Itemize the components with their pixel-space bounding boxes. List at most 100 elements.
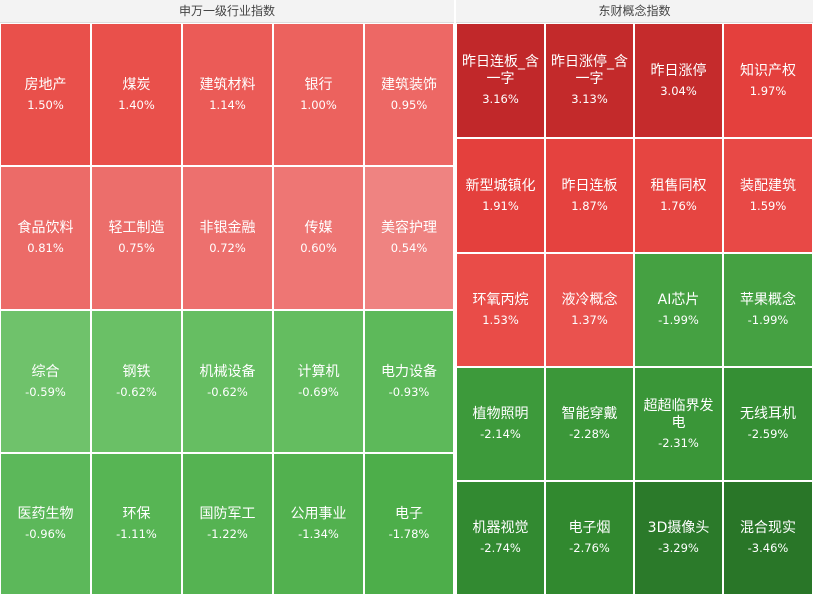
treemap-tile[interactable]: 超超临界发电 -2.31%	[634, 367, 723, 481]
treemap-tile[interactable]: 建筑装饰 0.95%	[364, 23, 454, 166]
treemap-tile[interactable]: 昨日连板_含一字 3.16%	[456, 23, 545, 138]
tile-change-percent: 1.37%	[571, 313, 608, 327]
treemap-tile[interactable]: 昨日涨停_含一字 3.13%	[545, 23, 634, 138]
treemap-tile[interactable]: 美容护理 0.54%	[364, 166, 454, 310]
tile-name: 房地产	[24, 76, 67, 93]
treemap-tile[interactable]: 植物照明 -2.14%	[456, 367, 545, 481]
tile-name: 传媒	[304, 220, 333, 236]
tile-change-percent: -3.46%	[747, 541, 789, 555]
tile-change-percent: -0.93%	[388, 384, 430, 399]
tile-name: 超超临界发电	[643, 397, 714, 431]
tile-change-percent: 3.16%	[482, 92, 519, 106]
tile-change-percent: -0.96%	[25, 527, 66, 541]
tile-name: 昨日涨停	[650, 62, 707, 79]
treemap-tile[interactable]: 医药生物 -0.96%	[0, 453, 91, 595]
tile-name: 国防军工	[199, 506, 256, 522]
tile-name: 机械设备	[199, 363, 256, 380]
tile-change-percent: 0.60%	[300, 241, 337, 255]
treemap-tile[interactable]: 苹果概念 -1.99%	[723, 253, 813, 367]
tile-name: 电力设备	[381, 363, 437, 380]
treemap-tile[interactable]: 环氧丙烷 1.53%	[456, 253, 545, 367]
tile-name: 综合	[31, 363, 60, 380]
tile-name: 环氧丙烷	[472, 292, 529, 308]
treemap-tile[interactable]: 混合现实 -3.46%	[723, 481, 813, 595]
treemap-tile[interactable]: 电力设备 -0.93%	[364, 310, 454, 453]
tile-name: 植物照明	[472, 406, 529, 422]
em-concept-treemap-panel: 东财概念指数 昨日连板_含一字 3.16% 昨日涨停_含一字 3.13% 昨日涨停 3.0…	[456, 0, 813, 595]
treemap-tile[interactable]: 钢铁 -0.62%	[91, 310, 182, 453]
tile-name: 食品饮料	[17, 220, 74, 236]
treemap-tile[interactable]: 计算机 -0.69%	[273, 310, 364, 453]
tile-name: 煤炭	[122, 76, 151, 93]
tile-change-percent: -2.31%	[658, 435, 699, 450]
tile-name: 建筑装饰	[381, 76, 437, 93]
treemap-tile[interactable]: 租售同权 1.76%	[634, 138, 723, 253]
tile-name: 昨日涨停_含一字	[551, 54, 628, 87]
tile-name: 苹果概念	[740, 292, 796, 308]
tile-name: 昨日连板	[561, 177, 618, 194]
treemap-tile[interactable]: 新型城镇化 1.91%	[456, 138, 545, 253]
tile-change-percent: 1.97%	[749, 83, 787, 98]
treemap-tile[interactable]: 食品饮料 0.81%	[0, 166, 91, 310]
tile-change-percent: 1.76%	[660, 198, 697, 213]
tile-name: 美容护理	[381, 220, 437, 236]
treemap-tile[interactable]: 建筑材料 1.14%	[182, 23, 273, 166]
treemap-tile[interactable]: 昨日连板 1.87%	[545, 138, 634, 253]
tile-change-percent: 0.54%	[390, 241, 428, 255]
tile-change-percent: -0.62%	[116, 384, 157, 399]
treemap-tile[interactable]: 电子烟 -2.76%	[545, 481, 634, 595]
tile-change-percent: -1.11%	[116, 527, 157, 541]
treemap-tile[interactable]: 液冷概念 1.37%	[545, 253, 634, 367]
tile-name: 计算机	[297, 363, 340, 380]
panel-title-em-concept: 东财概念指数	[456, 0, 813, 23]
tile-name: 机器视觉	[472, 520, 529, 536]
treemap-tile[interactable]: 机械设备 -0.62%	[182, 310, 273, 453]
treemap-tile[interactable]: 房地产 1.50%	[0, 23, 91, 166]
treemap-tile[interactable]: 3D摄像头 -3.29%	[634, 481, 723, 595]
tile-change-percent: -2.28%	[569, 427, 610, 441]
tile-change-percent: -0.59%	[25, 384, 66, 399]
panel-title-sw-industry: 申万一级行业指数	[0, 0, 454, 23]
tile-change-percent: -1.34%	[298, 527, 339, 541]
sw-industry-treemap-panel: 申万一级行业指数 房地产 1.50% 煤炭 1.40% 建筑材料 1.14% 银行 1.00%…	[0, 0, 454, 595]
tile-change-percent: -1.99%	[658, 313, 699, 327]
tile-change-percent: 0.75%	[118, 241, 155, 255]
tile-change-percent: 1.00%	[300, 97, 337, 112]
tile-change-percent: -1.99%	[747, 313, 789, 327]
treemap-tile[interactable]: 机器视觉 -2.74%	[456, 481, 545, 595]
treemap-tile[interactable]: 银行 1.00%	[273, 23, 364, 166]
treemap-tile[interactable]: 无线耳机 -2.59%	[723, 367, 813, 481]
tile-name: 3D摄像头	[647, 520, 710, 536]
tile-change-percent: 1.59%	[749, 198, 787, 213]
tile-name: 银行	[304, 76, 333, 93]
tile-name: 无线耳机	[740, 406, 796, 422]
treemap-tile[interactable]: 知识产权 1.97%	[723, 23, 813, 138]
tile-name: AI芯片	[657, 292, 700, 308]
treemap-tile[interactable]: AI芯片 -1.99%	[634, 253, 723, 367]
tile-change-percent: -1.22%	[207, 527, 248, 541]
tile-name: 轻工制造	[108, 220, 165, 236]
tile-change-percent: -2.74%	[480, 541, 521, 555]
treemap-tile[interactable]: 环保 -1.11%	[91, 453, 182, 595]
treemap-tile[interactable]: 昨日涨停 3.04%	[634, 23, 723, 138]
treemap-tile[interactable]: 装配建筑 1.59%	[723, 138, 813, 253]
tile-change-percent: -0.69%	[298, 384, 339, 399]
treemap-tile[interactable]: 国防军工 -1.22%	[182, 453, 273, 595]
treemap-tile[interactable]: 智能穿戴 -2.28%	[545, 367, 634, 481]
treemap-tile[interactable]: 非银金融 0.72%	[182, 166, 273, 310]
treemap-tile[interactable]: 公用事业 -1.34%	[273, 453, 364, 595]
treemap-tile[interactable]: 电子 -1.78%	[364, 453, 454, 595]
treemap-tile[interactable]: 煤炭 1.40%	[91, 23, 182, 166]
panel-divider	[454, 0, 456, 595]
tile-name: 电子烟	[568, 520, 611, 536]
tile-change-percent: -2.76%	[569, 541, 610, 555]
treemap-tile[interactable]: 传媒 0.60%	[273, 166, 364, 310]
treemap-tile[interactable]: 轻工制造 0.75%	[91, 166, 182, 310]
tile-name: 非银金融	[199, 220, 256, 236]
tile-change-percent: -0.62%	[207, 384, 248, 399]
tile-name: 装配建筑	[740, 177, 796, 194]
tile-change-percent: 3.13%	[571, 92, 608, 106]
tile-name: 昨日连板_含一字	[462, 54, 539, 87]
treemap-tile[interactable]: 综合 -0.59%	[0, 310, 91, 453]
tile-change-percent: 1.53%	[482, 313, 519, 327]
